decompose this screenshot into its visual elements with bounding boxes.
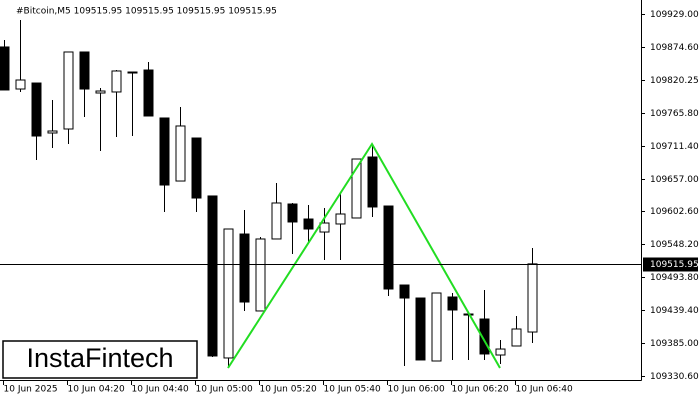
candle-body: [447, 296, 458, 311]
last-price-label: 109515.95: [650, 260, 699, 270]
last-price-box: [643, 257, 698, 272]
symbol-header: #Bitcoin,M5 109515.95 109515.95 109515.9…: [16, 7, 277, 17]
plot-area: [0, 19, 538, 369]
candle-body: [111, 70, 122, 93]
candle-body: [79, 51, 90, 90]
y-tick-label: 109330.60: [650, 372, 699, 382]
y-tick-label: 109493.80: [650, 273, 699, 283]
y-tick-label: 109548.20: [650, 240, 699, 250]
y-tick-label: 109602.60: [650, 207, 699, 217]
candle-body: [95, 90, 106, 94]
candle-body: [479, 318, 490, 355]
candle-body: [335, 213, 346, 225]
y-tick-label: 109657.00: [650, 175, 699, 185]
candle-body: [15, 79, 26, 90]
candle-body: [223, 228, 234, 359]
x-tick-label: 10 Jun 06:20: [452, 385, 509, 395]
x-tick-label: 10 Jun 06:00: [388, 385, 445, 395]
candle-body: [47, 130, 58, 134]
candle-body: [287, 203, 298, 223]
pattern-line: [227, 142, 501, 369]
x-tick-label: 10 Jun 05:00: [196, 385, 253, 395]
y-tick-label: 109439.40: [650, 306, 699, 316]
candle-body: [63, 51, 74, 130]
y-tick-label: 109820.25: [650, 76, 699, 86]
candle-body: [495, 348, 506, 356]
candle-body: [303, 218, 314, 230]
candle-body: [0, 46, 10, 91]
y-tick-label: 109874.60: [650, 43, 699, 53]
y-tick-label: 109711.40: [650, 142, 699, 152]
candle-body: [31, 82, 42, 137]
candle-body: [399, 284, 410, 299]
y-tick-label: 109765.80: [650, 109, 699, 119]
candle-body: [383, 205, 394, 290]
x-tick-label: 10 Jun 05:40: [324, 385, 381, 395]
candle-body: [207, 195, 218, 357]
x-tick-label: 10 Jun 04:20: [68, 385, 125, 395]
candle-body: [527, 263, 538, 333]
x-tick-label: 10 Jun 05:20: [260, 385, 317, 395]
logo-box: [2, 340, 198, 379]
y-tick-label: 109929.00: [650, 10, 699, 20]
candle-body: [367, 156, 378, 208]
candle-body: [127, 71, 138, 74]
y-tick-label: 109385.00: [650, 339, 699, 349]
candle-body: [255, 238, 266, 312]
candle-body: [511, 328, 522, 347]
candle-body: [319, 222, 330, 233]
x-tick-label: 10 Jun 2025: [4, 385, 58, 395]
candle-body: [431, 292, 442, 362]
x-tick-label: 10 Jun 04:40: [132, 385, 189, 395]
candle-body: [351, 158, 362, 219]
candle-body: [415, 297, 426, 361]
candle-body: [239, 233, 250, 303]
candle-body: [143, 69, 154, 117]
candle-body: [159, 117, 170, 186]
x-tick-label: 10 Jun 06:40: [516, 385, 573, 395]
candle-body: [271, 202, 282, 240]
logo: InstaFintech: [26, 343, 173, 373]
candle-body: [175, 125, 186, 182]
candle-body: [191, 137, 202, 199]
